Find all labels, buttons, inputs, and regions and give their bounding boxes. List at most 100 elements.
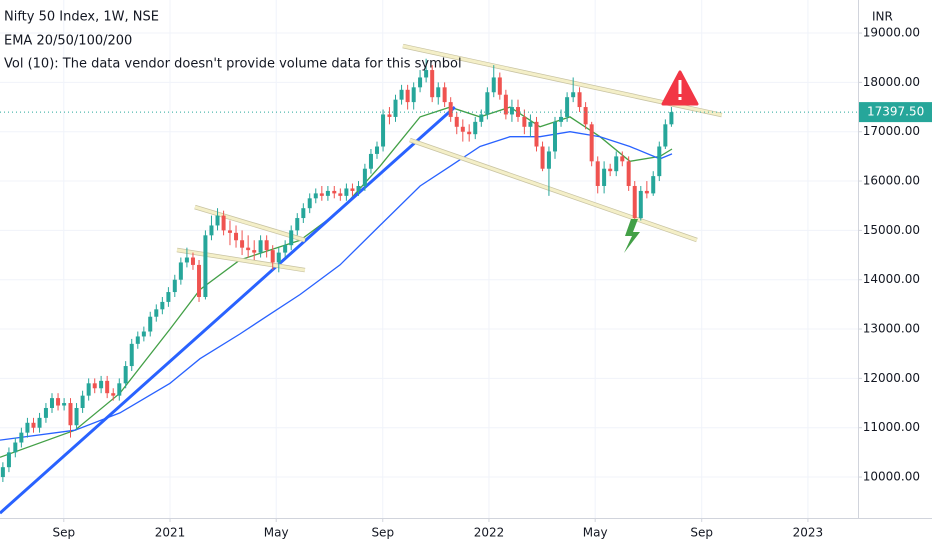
y-tick-label: 17000.00	[863, 124, 920, 138]
candle-body	[92, 383, 97, 389]
candle-body	[479, 114, 484, 122]
candle-body	[319, 193, 324, 196]
candle-body	[221, 215, 226, 231]
candle-body	[638, 190, 643, 219]
x-tick-label: 2022	[474, 526, 505, 540]
candle-body	[37, 417, 42, 428]
candle-body	[657, 146, 662, 177]
candle-body	[522, 116, 527, 127]
y-tick-label: 12000.00	[863, 371, 920, 385]
candle-body	[515, 107, 520, 117]
x-tick-label: 2023	[793, 526, 824, 540]
x-tick-label: May	[583, 526, 608, 540]
candle-body	[197, 264, 202, 297]
candle-body	[399, 89, 404, 100]
lightning-icon	[624, 219, 640, 253]
candle-body	[135, 336, 140, 344]
candle-body	[485, 92, 490, 115]
y-tick-label: 15000.00	[863, 223, 920, 237]
candle-body	[473, 121, 478, 135]
candle-body	[497, 77, 502, 95]
y-tick-label: 11000.00	[863, 420, 920, 434]
candle-body	[368, 153, 373, 169]
candle-body	[405, 89, 410, 103]
candle-body	[632, 185, 637, 219]
candle-body	[166, 292, 171, 302]
axes: 10000.00 11000.00 12000.00 13000.00 14000.00…	[52, 26, 932, 540]
candle-body	[393, 99, 398, 117]
candle-body	[356, 185, 361, 191]
candle-body	[387, 114, 392, 117]
candle-body	[448, 102, 453, 117]
candle-body	[270, 250, 275, 263]
candle-body	[344, 188, 349, 196]
candle-body	[184, 257, 189, 263]
candle-body	[203, 235, 208, 297]
candle-body	[565, 97, 570, 117]
candle-body	[313, 193, 318, 199]
ema-line	[0, 106, 673, 458]
y-tick-label: 16000.00	[863, 174, 920, 188]
candle-body	[644, 190, 649, 194]
candle-body	[283, 245, 288, 253]
candle-body	[595, 161, 600, 186]
x-tick-label: Sep	[690, 526, 713, 540]
candle-body	[540, 146, 545, 169]
candle-body	[74, 407, 79, 426]
candle-body	[301, 208, 306, 219]
y-tick-label: 10000.00	[863, 470, 920, 484]
candle-body	[264, 240, 269, 251]
candle-body	[62, 403, 67, 406]
candle-body	[148, 316, 153, 332]
candle-body	[178, 262, 183, 280]
candle-body	[436, 87, 441, 98]
candle-body	[215, 215, 220, 226]
candle-body	[503, 94, 508, 115]
candle-body	[534, 121, 539, 147]
candle-body	[571, 92, 576, 98]
candle-body	[669, 112, 674, 125]
candle-body	[56, 398, 61, 406]
candle-body	[454, 116, 459, 127]
candle-body	[80, 395, 85, 408]
candle-body	[240, 240, 245, 248]
candle-body	[491, 77, 496, 93]
candle-body	[209, 225, 214, 236]
y-tick-label: 18000.00	[863, 75, 920, 89]
currency-label: INR	[872, 10, 893, 24]
indicator-legend: EMA 20/50/100/200	[4, 34, 132, 49]
candle-body	[614, 156, 619, 172]
y-tick-label: 13000.00	[863, 322, 920, 336]
candle-body	[141, 331, 146, 337]
candle-body	[190, 257, 195, 265]
candle-body	[0, 467, 5, 478]
warning-icon	[661, 70, 699, 106]
candle-body	[295, 218, 300, 231]
candle-body	[123, 366, 128, 384]
candle-body	[467, 131, 472, 135]
x-tick-label: May	[264, 526, 289, 540]
candle-body	[43, 407, 48, 418]
candle-body	[307, 198, 312, 209]
candle-body	[252, 250, 257, 253]
candle-body	[583, 107, 588, 125]
y-tick-label: 14000.00	[863, 272, 920, 286]
x-tick-label: Sep	[371, 526, 394, 540]
candle-body	[577, 92, 582, 108]
candle-body	[289, 230, 294, 246]
x-tick-label: Sep	[52, 526, 75, 540]
trend-line	[194, 205, 306, 242]
candle-body	[129, 343, 134, 367]
candle-body	[362, 168, 367, 186]
candle-body	[25, 422, 30, 433]
candle-body	[350, 188, 355, 191]
candle-body	[86, 383, 91, 396]
candle-body	[258, 240, 263, 253]
candle-body	[111, 393, 116, 396]
last-price-box	[859, 102, 932, 123]
candle-body	[338, 193, 343, 196]
candle-body	[589, 124, 594, 162]
ema-line	[0, 131, 673, 441]
